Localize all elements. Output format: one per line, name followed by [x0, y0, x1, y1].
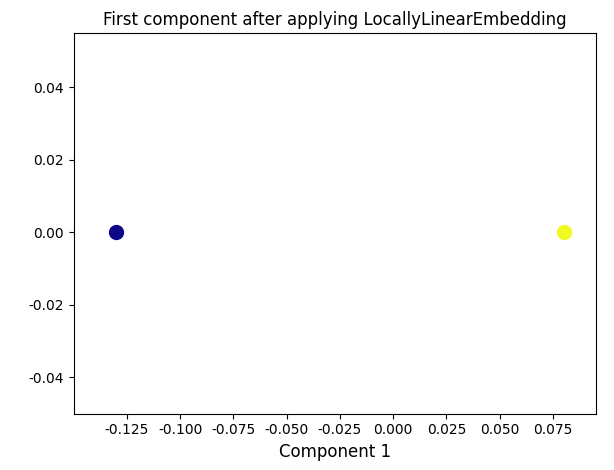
- Point: [559, 228, 569, 236]
- Title: First component after applying LocallyLinearEmbedding: First component after applying LocallyLi…: [103, 10, 567, 29]
- Point: [111, 228, 121, 236]
- X-axis label: Component 1: Component 1: [279, 443, 391, 461]
